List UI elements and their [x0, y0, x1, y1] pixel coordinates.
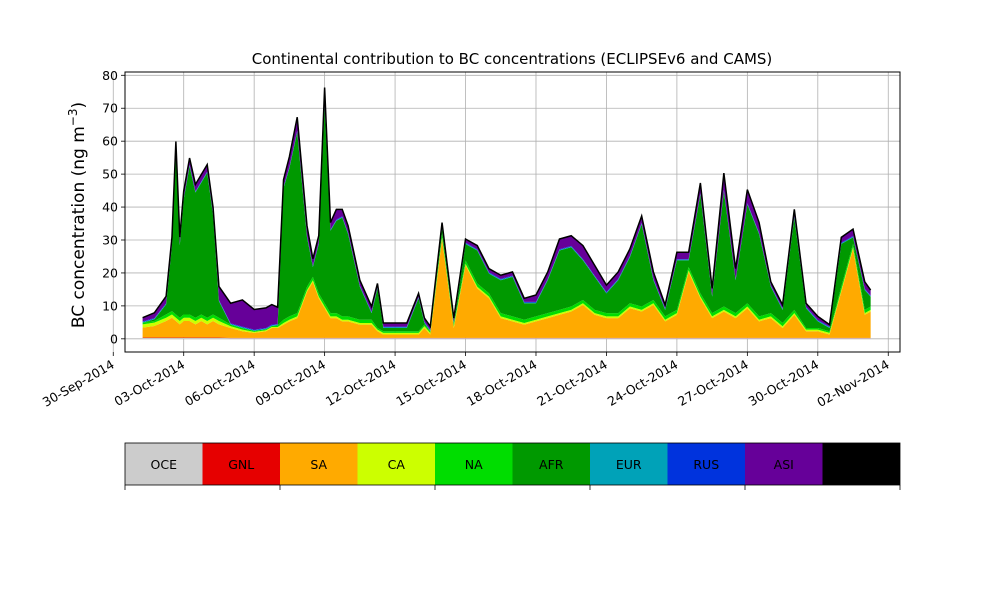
legend-label-gnl: GNL: [228, 457, 254, 472]
y-tick-label: 30: [102, 233, 118, 248]
legend-swatch-sa: [280, 443, 358, 485]
legend-swatch-rus: [667, 443, 745, 485]
area-series-sa: [142, 239, 871, 338]
legend-swatch-oce: [125, 443, 203, 485]
legend-label-ca: CA: [388, 457, 406, 472]
y-tick-label: 10: [102, 298, 118, 313]
x-tick-label: 02-Nov-2014: [814, 357, 892, 410]
x-tick-label: 06-Oct-2014: [182, 357, 258, 409]
x-tick-label: 03-Oct-2014: [112, 357, 188, 409]
y-tick-label: 0: [110, 331, 118, 346]
y-tick-label: 70: [102, 101, 118, 116]
legend-swatch-eur: [590, 443, 668, 485]
legend-swatch-gnl: [202, 443, 280, 485]
legend-label-sa: SA: [310, 457, 327, 472]
total-outline: [142, 87, 872, 329]
x-tick-label: 21-Oct-2014: [534, 357, 610, 409]
x-tick-label: 09-Oct-2014: [252, 357, 328, 409]
legend-label-na: NA: [465, 457, 483, 472]
y-tick-label: 60: [102, 134, 118, 149]
y-tick-label: 50: [102, 167, 118, 182]
y-tick-label: 20: [102, 265, 118, 280]
legend-label-rus: RUS: [693, 457, 719, 472]
legend-label-afr: AFR: [539, 457, 564, 472]
plot-frame: [124, 71, 901, 353]
x-tick-label: 27-Oct-2014: [675, 357, 751, 409]
x-tick-label: 24-Oct-2014: [605, 357, 681, 409]
area-series-oce: [142, 337, 871, 339]
y-axis-label-close: ): [69, 102, 89, 109]
area-series-gnl: [142, 337, 871, 339]
legend-swatch-aus: [822, 443, 900, 485]
area-series-afr: [142, 105, 871, 332]
y-axis-label-exponent: −3: [66, 108, 80, 126]
legend-swatch-afr: [512, 443, 590, 485]
legend-label-oce: OCE: [151, 457, 178, 472]
x-tick-label: 30-Sep-2014: [40, 357, 117, 410]
axes: 0102030405060708030-Sep-201403-Oct-20140…: [40, 68, 901, 410]
x-tick-label: 15-Oct-2014: [393, 357, 469, 409]
legend-label-asi: ASI: [774, 457, 794, 472]
chart-title: Continental contribution to BC concentra…: [252, 50, 773, 68]
plot-areas: [142, 87, 872, 339]
y-tick-label: 80: [102, 68, 118, 83]
legend-swatch-ca: [357, 443, 435, 485]
x-tick-label: 30-Oct-2014: [746, 357, 822, 409]
legend-swatch-asi: [745, 443, 823, 485]
legend-frame: [124, 442, 901, 486]
legend-swatch-na: [435, 443, 513, 485]
y-axis-label: BC concentration (ng m−3): [66, 102, 89, 328]
y-axis-label-main: BC concentration (ng m: [69, 126, 89, 328]
legend-colorbar: OCE GNL SA CA NA AFR EUR RUS ASI AUS: [124, 442, 901, 490]
legend-label-eur: EUR: [616, 457, 642, 472]
x-tick-label: 12-Oct-2014: [323, 357, 399, 409]
y-tick-label: 40: [102, 200, 118, 215]
legend-label-aus: AUS: [848, 457, 874, 472]
x-tick-label: 18-Oct-2014: [464, 357, 540, 409]
